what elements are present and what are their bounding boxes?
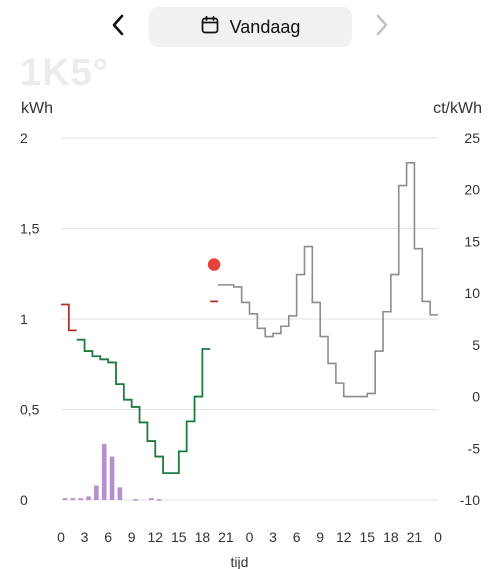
current-price-marker — [205, 255, 223, 274]
consumption-bar — [109, 456, 115, 500]
consumption-bar — [149, 498, 154, 500]
x-tick-label: 12 — [147, 529, 163, 545]
x-tick-label: 9 — [128, 529, 136, 545]
x-tick-label: 3 — [269, 529, 277, 545]
right-tick-label: 10 — [464, 285, 480, 301]
left-axis-unit: kWh — [21, 100, 53, 117]
next-day-button[interactable] — [364, 8, 400, 46]
price-forecast-line — [218, 162, 438, 398]
x-axis-title: tijd — [231, 554, 249, 569]
right-tick-label: 5 — [472, 337, 480, 353]
x-tick-label: 15 — [171, 529, 187, 545]
left-tick-label: 1,5 — [20, 221, 40, 237]
x-tick-label: 6 — [104, 529, 112, 545]
right-tick-label: -5 — [468, 440, 481, 456]
right-tick-label: 20 — [464, 182, 480, 198]
right-tick-label: 15 — [464, 233, 480, 249]
date-label: Vandaag — [229, 16, 301, 37]
consumption-bar — [133, 499, 138, 501]
x-tick-label: 0 — [57, 529, 65, 545]
x-tick-label: 3 — [81, 529, 89, 545]
price-past-line — [76, 338, 211, 475]
consumption-bar — [70, 498, 76, 500]
consumption-bar — [62, 498, 68, 500]
right-axis-unit: ct/kWh — [433, 100, 482, 117]
x-tick-label: 9 — [316, 529, 324, 545]
left-tick-label: 2 — [20, 130, 28, 146]
consumption-bar — [94, 485, 99, 500]
x-tick-label: 18 — [195, 529, 211, 545]
x-tick-label: 0 — [434, 529, 442, 545]
consumption-bar — [78, 498, 83, 500]
consumption-bar — [156, 499, 162, 501]
x-tick-label: 15 — [360, 529, 376, 545]
calendar-icon — [201, 15, 219, 39]
x-tick-label: 21 — [218, 529, 234, 545]
left-tick-label: 1 — [20, 311, 28, 327]
x-tick-label: 18 — [383, 529, 399, 545]
right-tick-label: 25 — [464, 130, 480, 146]
left-tick-label: 0 — [20, 492, 28, 508]
brand-logo: 1K5° — [20, 52, 109, 94]
x-tick-label: 0 — [246, 529, 254, 545]
x-tick-label: 21 — [407, 529, 423, 545]
chevron-right-icon — [375, 14, 389, 41]
right-tick-label: 0 — [472, 389, 480, 405]
right-tick-label: -10 — [460, 492, 480, 508]
chevron-left-icon — [111, 14, 125, 41]
consumption-bar — [86, 496, 91, 500]
consumption-bar — [101, 443, 107, 500]
date-selector-button[interactable]: Vandaag — [149, 7, 352, 47]
consumption-bar — [117, 487, 123, 500]
price-start-segment — [61, 303, 77, 332]
left-tick-label: 0,5 — [20, 402, 40, 418]
previous-day-button[interactable] — [100, 8, 136, 46]
x-tick-label: 12 — [336, 529, 352, 545]
x-tick-label: 6 — [293, 529, 301, 545]
